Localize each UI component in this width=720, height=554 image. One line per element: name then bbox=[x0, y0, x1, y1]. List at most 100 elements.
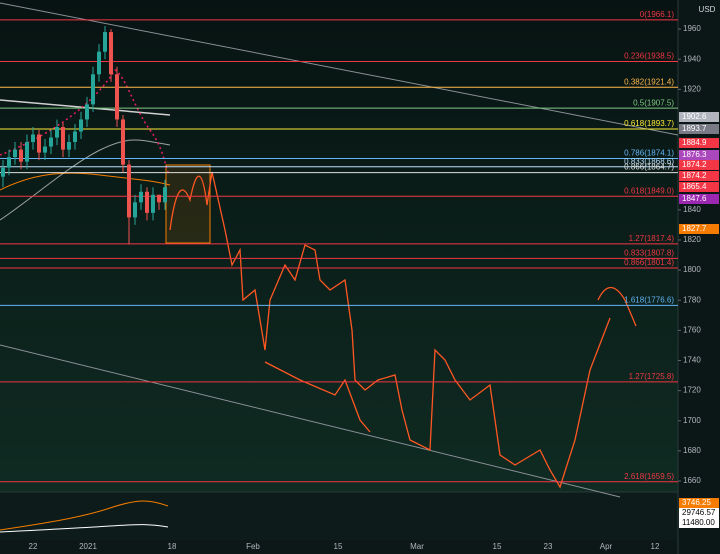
x-tick-label: 23 bbox=[544, 542, 553, 551]
candle-body bbox=[13, 149, 17, 158]
x-tick-label: 22 bbox=[29, 542, 38, 551]
price-tag-label: 1874.2 bbox=[682, 160, 707, 169]
y-tick-label: 1700 bbox=[683, 416, 701, 425]
candle-body bbox=[73, 131, 77, 143]
y-tick-label: 1660 bbox=[683, 476, 701, 485]
volume-indicator bbox=[0, 524, 169, 533]
volume-pane bbox=[0, 492, 678, 540]
volume-tag-label: 11480.00 bbox=[682, 518, 715, 527]
y-tick-label: 1960 bbox=[683, 24, 701, 33]
price-tag bbox=[679, 194, 719, 204]
fib-label: 1.27(1725.8) bbox=[629, 372, 675, 381]
x-tick-label: 2021 bbox=[79, 542, 97, 551]
y-tick-label: 1680 bbox=[683, 446, 701, 455]
price-tag bbox=[679, 150, 719, 160]
y-tick-label: 1780 bbox=[683, 295, 701, 304]
candle-body bbox=[163, 187, 167, 203]
candle-body bbox=[79, 119, 83, 132]
fib-label: 0.786(1874.1) bbox=[624, 149, 674, 158]
currency-label: USD bbox=[699, 5, 716, 14]
volume-tag-label: 29746.57 bbox=[682, 508, 716, 517]
x-tick-label: 18 bbox=[168, 542, 177, 551]
fib-label: 0.833(1807.8) bbox=[624, 248, 674, 257]
price-tag-label: 1827.7 bbox=[682, 224, 707, 233]
candle-body bbox=[121, 119, 125, 165]
projection-drawing bbox=[264, 361, 371, 433]
fib-label: 0.866(1801.4) bbox=[624, 258, 674, 267]
candle-body bbox=[19, 149, 23, 162]
price-tag-label: 1865.4 bbox=[682, 182, 707, 191]
projection-drawing bbox=[169, 171, 611, 489]
x-tick-label: 12 bbox=[651, 542, 660, 551]
candle-body bbox=[103, 32, 107, 52]
candle-body bbox=[37, 134, 41, 153]
box-drawing bbox=[165, 164, 211, 244]
y-tick-label: 1720 bbox=[683, 386, 701, 395]
candle-body bbox=[31, 134, 35, 143]
fib-label: 0.618(1849.0) bbox=[624, 186, 674, 195]
volume-tag bbox=[679, 498, 719, 508]
y-tick-label: 1800 bbox=[683, 265, 701, 274]
fib-label: 0.618(1893.7) bbox=[624, 119, 674, 128]
candle-body bbox=[133, 202, 137, 218]
volume-tag bbox=[679, 508, 719, 518]
price-tag bbox=[679, 182, 719, 192]
trend-line bbox=[0, 344, 621, 498]
fib-label: 0.236(1938.5) bbox=[624, 52, 674, 61]
price-tag-label: 1902.6 bbox=[682, 112, 707, 121]
volume-indicator bbox=[0, 500, 169, 531]
fib-label: 2.618(1659.5) bbox=[624, 472, 674, 481]
moving-average bbox=[0, 172, 171, 191]
candle-body bbox=[127, 164, 131, 218]
plot-background bbox=[0, 0, 678, 492]
price-tag-label: 1847.6 bbox=[682, 194, 707, 203]
x-tick-label: Apr bbox=[600, 542, 613, 551]
candle-body bbox=[43, 146, 47, 153]
price-tag bbox=[679, 224, 719, 234]
fib-label: 0.5(1907.5) bbox=[633, 98, 674, 107]
volume-tag-label: 3746.25 bbox=[682, 498, 711, 507]
y-tick-label: 1920 bbox=[683, 84, 701, 93]
moving-average bbox=[0, 139, 171, 221]
price-tag bbox=[679, 138, 719, 148]
fib-label: 0(1966.1) bbox=[640, 10, 675, 19]
trend-line bbox=[0, 2, 679, 136]
price-tag bbox=[679, 124, 719, 134]
x-tick-label: 15 bbox=[334, 542, 343, 551]
y-tick-label: 1840 bbox=[683, 205, 701, 214]
price-tag-label: 1884.9 bbox=[682, 138, 707, 147]
fib-label: 0.833(1868.6) bbox=[624, 157, 674, 166]
candle-body bbox=[67, 142, 71, 150]
fib-label: 1.27(1817.4) bbox=[629, 234, 675, 243]
fib-label: 1.618(1776.6) bbox=[624, 295, 674, 304]
price-tag-label: 1893.7 bbox=[682, 124, 707, 133]
price-tag bbox=[679, 160, 719, 170]
candle-body bbox=[145, 191, 149, 213]
candle-body bbox=[109, 32, 113, 75]
candle-body bbox=[85, 104, 89, 120]
price-tag bbox=[679, 171, 719, 181]
volume-tag bbox=[679, 518, 719, 528]
projection-drawing bbox=[597, 286, 637, 327]
candle-body bbox=[7, 157, 11, 168]
candle-body bbox=[139, 191, 143, 203]
indicator bbox=[0, 69, 171, 176]
x-tick-label: Mar bbox=[410, 542, 424, 551]
price-axis-background bbox=[678, 0, 720, 554]
candle-body bbox=[151, 194, 155, 213]
x-tick-label: 15 bbox=[493, 542, 502, 551]
fib-label: 0.866(1864.7) bbox=[624, 163, 674, 172]
candle-body bbox=[55, 126, 59, 138]
candle-body bbox=[115, 74, 119, 120]
candle-body bbox=[91, 74, 95, 105]
x-tick-label: Feb bbox=[246, 542, 260, 551]
candle-body bbox=[1, 167, 5, 177]
candle-body bbox=[61, 126, 65, 150]
candle-body bbox=[157, 194, 161, 203]
price-tag-label: 1876.3 bbox=[682, 150, 707, 159]
y-tick-label: 1940 bbox=[683, 54, 701, 63]
y-tick-label: 1740 bbox=[683, 356, 701, 365]
price-tag-label: 1874.2 bbox=[682, 171, 707, 180]
